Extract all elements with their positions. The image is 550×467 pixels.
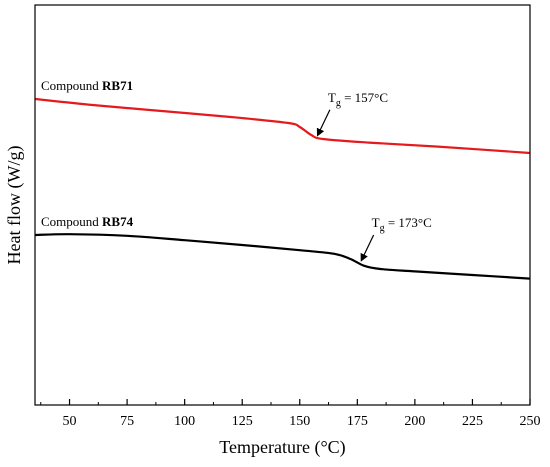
series-line-1	[34, 233, 531, 280]
x-tick-label: 150	[289, 414, 310, 429]
tg-subscript: g	[380, 223, 385, 234]
tg-annotation-1: Tg = 173°C	[372, 215, 432, 234]
x-tick-label: 200	[404, 414, 425, 429]
x-axis-label: Temperature (°C)	[219, 437, 345, 458]
x-tick-label: 175	[347, 414, 368, 429]
x-axis-ticks: 50 75 100 125 150 175 200 225 250	[40, 399, 541, 429]
series-label-bold: RB74	[102, 214, 134, 229]
y-axis-label: Heat flow (W/g)	[4, 146, 25, 265]
tg-arrow-1	[360, 234, 375, 262]
x-tick-label: 125	[232, 414, 253, 429]
tg-annotation-0: Tg = 157°C	[328, 90, 388, 109]
curves-group	[34, 97, 531, 280]
tg-symbol: T	[372, 215, 380, 230]
x-tick-label: 100	[174, 414, 195, 429]
annotations-group: Tg = 157°CTg = 173°C	[316, 90, 432, 262]
tg-symbol: T	[328, 90, 336, 105]
plot-frame	[34, 4, 531, 406]
tg-subscript: g	[336, 98, 341, 109]
x-tick-label: 75	[120, 414, 134, 429]
x-tick-label: 250	[520, 414, 541, 429]
series-label-prefix: Compound	[41, 214, 102, 229]
x-tick-label: 50	[63, 414, 77, 429]
series-label-1: Compound RB74	[41, 214, 134, 229]
x-tick-label: 225	[462, 414, 483, 429]
series-line-0	[34, 97, 531, 155]
series-label-bold: RB71	[102, 78, 133, 93]
series-label-0: Compound RB71	[41, 78, 133, 93]
series-label-prefix: Compound	[41, 78, 102, 93]
tg-arrow-0	[316, 109, 331, 137]
tg-value: = 173°C	[385, 215, 432, 230]
tg-value: = 157°C	[341, 90, 388, 105]
